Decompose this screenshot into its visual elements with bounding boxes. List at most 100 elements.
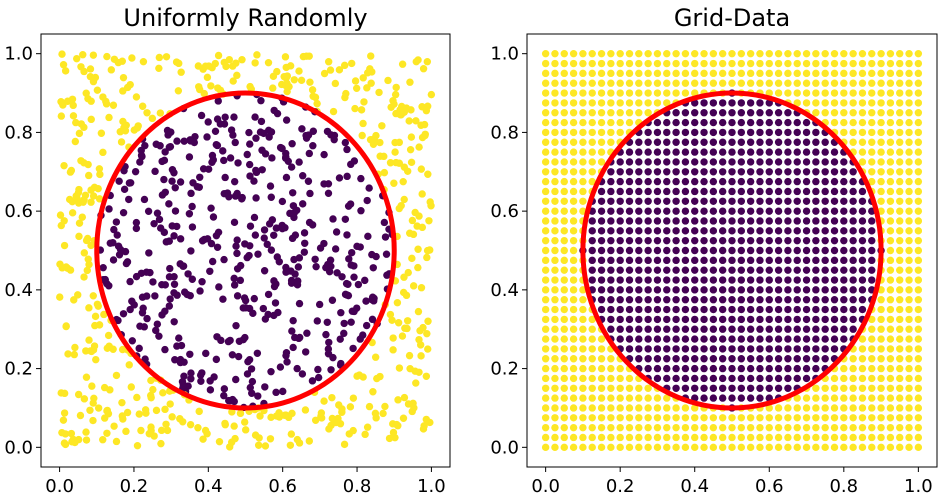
point-inside <box>325 338 333 347</box>
point-inside <box>368 250 376 259</box>
point-inside <box>250 177 258 185</box>
point-inside <box>774 148 783 156</box>
point-outside <box>221 419 229 428</box>
point-inside <box>178 378 187 386</box>
point-inside <box>232 375 240 384</box>
point-inside <box>718 227 727 235</box>
point-inside <box>160 175 168 184</box>
point-outside <box>681 59 690 68</box>
point-inside <box>746 256 755 265</box>
point-inside <box>691 256 699 265</box>
point-outside <box>868 177 876 186</box>
x-tick-label: 0.4 <box>680 476 709 497</box>
point-outside <box>541 168 550 176</box>
point-inside <box>793 246 801 255</box>
point-inside <box>718 128 727 137</box>
point-outside <box>886 364 895 373</box>
point-outside <box>390 179 398 187</box>
point-outside <box>267 413 275 422</box>
point-inside <box>802 236 811 245</box>
point-inside <box>361 276 369 285</box>
point-outside <box>728 433 736 442</box>
point-outside <box>388 316 396 324</box>
point-outside <box>87 186 95 194</box>
point-inside <box>663 187 671 196</box>
point-outside <box>569 79 578 87</box>
point-outside <box>663 404 671 412</box>
point-outside <box>830 109 839 117</box>
point-inside <box>233 236 241 244</box>
point-outside <box>402 104 411 112</box>
point-inside <box>681 256 690 265</box>
point-outside <box>264 58 273 67</box>
point-inside <box>607 217 615 225</box>
point-outside <box>301 406 310 414</box>
point-outside <box>644 443 652 452</box>
point-inside <box>691 355 699 363</box>
point-inside <box>161 281 169 289</box>
point-outside <box>849 79 857 87</box>
point-outside <box>541 276 550 284</box>
point-inside <box>756 276 764 284</box>
point-outside <box>560 227 568 235</box>
point-inside <box>597 187 606 196</box>
point-inside <box>204 118 212 126</box>
point-outside <box>709 69 718 78</box>
point-outside <box>588 384 596 392</box>
point-inside <box>298 370 307 378</box>
point-inside <box>653 325 662 333</box>
point-inside <box>718 99 727 107</box>
point-inside <box>112 218 121 226</box>
point-inside <box>156 142 164 150</box>
point-outside <box>95 195 104 203</box>
point-outside <box>784 414 792 422</box>
point-inside <box>607 227 615 235</box>
point-outside <box>877 69 885 78</box>
point-outside <box>700 49 708 58</box>
point-inside <box>132 218 141 227</box>
point-outside <box>166 400 174 408</box>
point-inside <box>681 118 690 127</box>
point-outside <box>849 355 857 363</box>
point-inside <box>709 296 718 304</box>
point-inside <box>821 236 829 245</box>
point-inside <box>830 197 839 205</box>
point-inside <box>663 276 671 284</box>
point-outside <box>551 236 559 245</box>
point-inside <box>700 276 708 284</box>
point-outside <box>858 355 867 363</box>
point-inside <box>113 231 121 239</box>
point-outside <box>858 148 867 156</box>
point-inside <box>718 256 727 265</box>
point-inside <box>616 236 624 245</box>
point-outside <box>86 406 94 414</box>
point-inside <box>207 239 216 248</box>
point-inside <box>607 168 615 176</box>
point-outside <box>177 68 185 76</box>
point-inside <box>830 266 839 274</box>
point-inside <box>672 109 680 117</box>
point-outside <box>560 384 568 392</box>
point-inside <box>143 292 151 300</box>
point-outside <box>579 364 587 373</box>
point-inside <box>793 227 801 235</box>
point-outside <box>133 441 142 450</box>
point-outside <box>588 404 596 412</box>
point-outside <box>681 423 690 432</box>
point-outside <box>414 245 422 253</box>
point-outside <box>868 79 876 87</box>
point-outside <box>653 404 662 412</box>
point-outside <box>914 315 923 324</box>
point-outside <box>597 443 606 452</box>
point-outside <box>409 230 418 239</box>
point-outside <box>914 384 923 392</box>
point-inside <box>672 286 680 294</box>
point-inside <box>812 197 820 205</box>
point-outside <box>737 433 746 442</box>
point-outside <box>868 128 876 137</box>
point-outside <box>691 404 699 412</box>
point-inside <box>774 276 783 284</box>
point-outside <box>560 414 568 422</box>
point-inside <box>166 264 174 273</box>
